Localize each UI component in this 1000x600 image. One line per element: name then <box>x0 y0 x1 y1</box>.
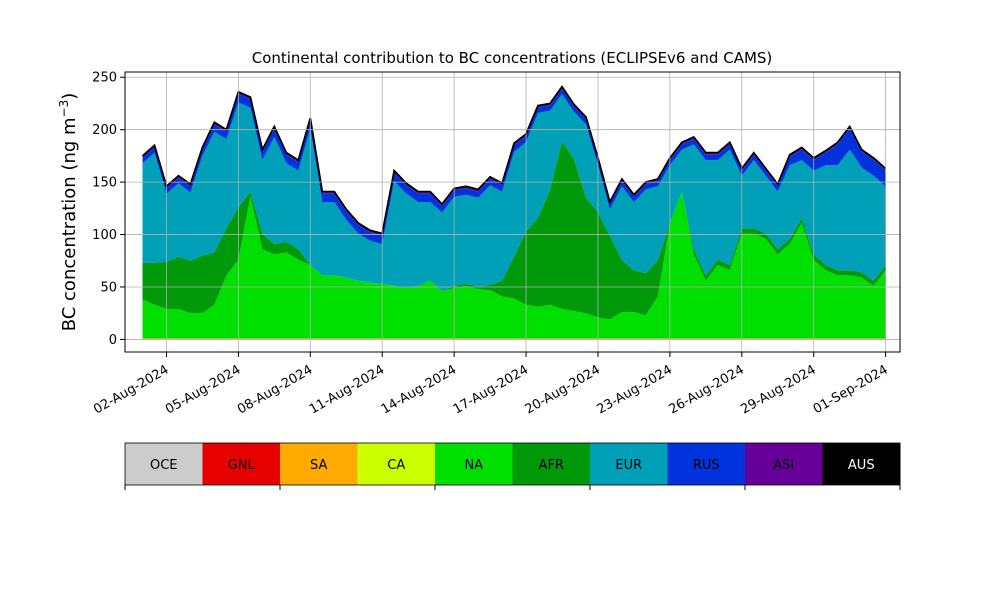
y-axis-label-suffix: ) <box>59 93 80 100</box>
grid <box>125 72 900 352</box>
legend-label-asi: ASI <box>773 458 794 473</box>
x-tick-label: 01-Sep-2024 <box>811 362 891 417</box>
legend-swatch-asi <box>745 443 823 485</box>
y-axis-label-main: BC concentration (ng m <box>59 117 80 331</box>
x-tick-label: 23-Aug-2024 <box>595 362 675 417</box>
y-tick-label: 250 <box>92 71 117 86</box>
legend-swatch-rus <box>667 443 746 485</box>
legend-label-afr: AFR <box>539 458 564 473</box>
y-axis-label-superscript: −3 <box>57 100 71 118</box>
legend-label-oce: OCE <box>150 458 178 473</box>
x-tick-label: 14-Aug-2024 <box>379 362 459 417</box>
x-tick-label: 29-Aug-2024 <box>738 362 818 417</box>
x-axis: 02-Aug-202405-Aug-202408-Aug-202411-Aug-… <box>91 352 891 418</box>
plot-area <box>141 85 887 340</box>
area-na <box>142 191 886 339</box>
x-tick-label: 05-Aug-2024 <box>163 362 243 417</box>
y-tick-label: 50 <box>100 280 117 295</box>
legend-label-gnl: GNL <box>228 458 256 473</box>
area-afr <box>142 141 886 320</box>
x-tick-label: 02-Aug-2024 <box>91 362 171 417</box>
x-tick-label: 20-Aug-2024 <box>523 362 603 417</box>
legend-label-sa: SA <box>310 458 327 473</box>
y-tick-label: 100 <box>92 228 117 243</box>
area-total-outline <box>141 85 887 235</box>
legend: OCE GNL SA CA NA AFR EUR RUS ASI AUS <box>124 442 901 490</box>
y-axis-label: BC concentration (ng m−3) <box>57 93 80 332</box>
legend-label-aus: AUS <box>848 458 875 473</box>
legend-swatch-ca <box>357 443 436 485</box>
plot-frame <box>124 71 901 353</box>
legend-swatch-eur <box>590 443 668 485</box>
y-tick-label: 150 <box>92 176 117 191</box>
legend-swatch-aus <box>822 443 901 485</box>
x-tick-label: 08-Aug-2024 <box>235 362 315 417</box>
legend-frame <box>124 442 901 486</box>
legend-swatch-afr <box>512 443 591 485</box>
x-tick-label: 17-Aug-2024 <box>451 362 531 417</box>
legend-swatch-gnl <box>202 443 281 485</box>
x-tick-label: 11-Aug-2024 <box>307 362 387 417</box>
legend-label-eur: EUR <box>615 458 642 473</box>
chart-title: Continental contribution to BC concentra… <box>252 49 773 67</box>
legend-label-na: NA <box>464 458 483 473</box>
legend-swatch-oce <box>125 443 203 485</box>
y-axis: 0 50 100 150 200 250 <box>92 71 125 348</box>
legend-label-rus: RUS <box>693 458 720 473</box>
legend-label-ca: CA <box>387 458 405 473</box>
y-tick-label: 0 <box>109 333 117 348</box>
x-tick-label: 26-Aug-2024 <box>666 362 746 417</box>
area-eur <box>142 94 886 292</box>
y-tick-label: 200 <box>92 123 117 138</box>
legend-swatch-sa <box>280 443 358 485</box>
legend-swatch-na <box>435 443 513 485</box>
